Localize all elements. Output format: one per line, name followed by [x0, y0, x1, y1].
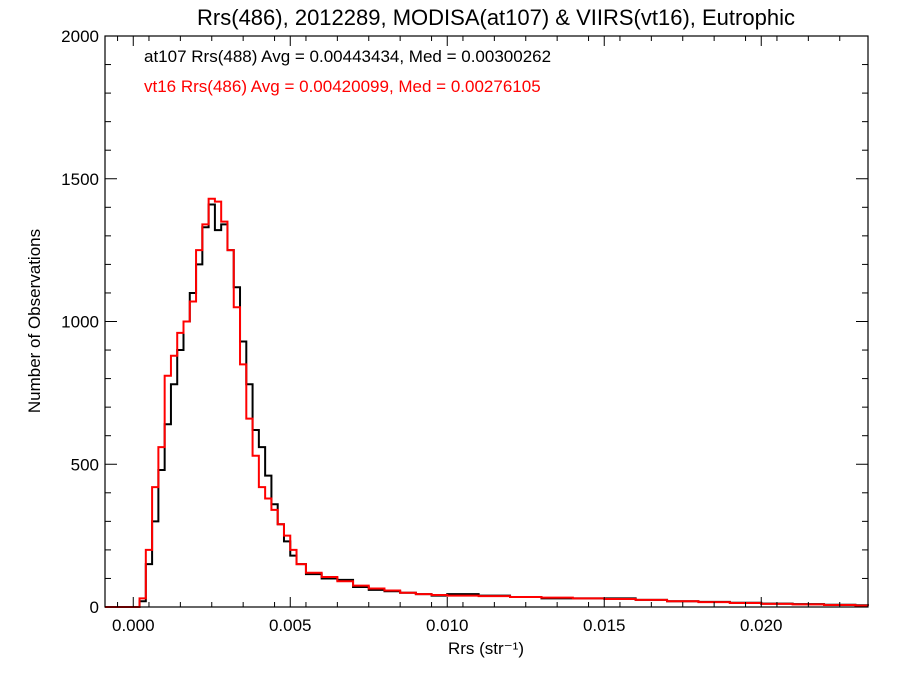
y-tick-label: 1000 [61, 313, 99, 332]
x-tick-label: 0.020 [740, 616, 783, 635]
x-tick-label: 0.000 [112, 616, 155, 635]
y-tick-label: 1500 [61, 170, 99, 189]
series-vt16-histogram [105, 197, 869, 608]
y-tick-label: 0 [90, 598, 99, 617]
y-tick-label: 500 [71, 455, 99, 474]
y-axis-label: Number of Observations [25, 229, 44, 413]
annotation-vt16: vt16 Rrs(486) Avg = 0.00420099, Med = 0.… [144, 77, 541, 96]
plot-frame [104, 35, 869, 608]
y-tick-label: 2000 [61, 27, 99, 46]
chart-title: Rrs(486), 2012289, MODISA(at107) & VIIRS… [197, 5, 795, 30]
x-tick-label: 0.010 [426, 616, 469, 635]
x-tick-label: 0.005 [269, 616, 312, 635]
series-at107-histogram [105, 203, 869, 608]
series-layer [105, 197, 869, 608]
x-axis-label: Rrs (str⁻¹) [448, 639, 524, 658]
x-tick-label: 0.015 [583, 616, 626, 635]
annotation-at107: at107 Rrs(488) Avg = 0.00443434, Med = 0… [144, 47, 551, 66]
ticks-layer: 0.000 0.005 0.010 0.015 0.020 0 500 1000 1500 200… [61, 27, 868, 635]
